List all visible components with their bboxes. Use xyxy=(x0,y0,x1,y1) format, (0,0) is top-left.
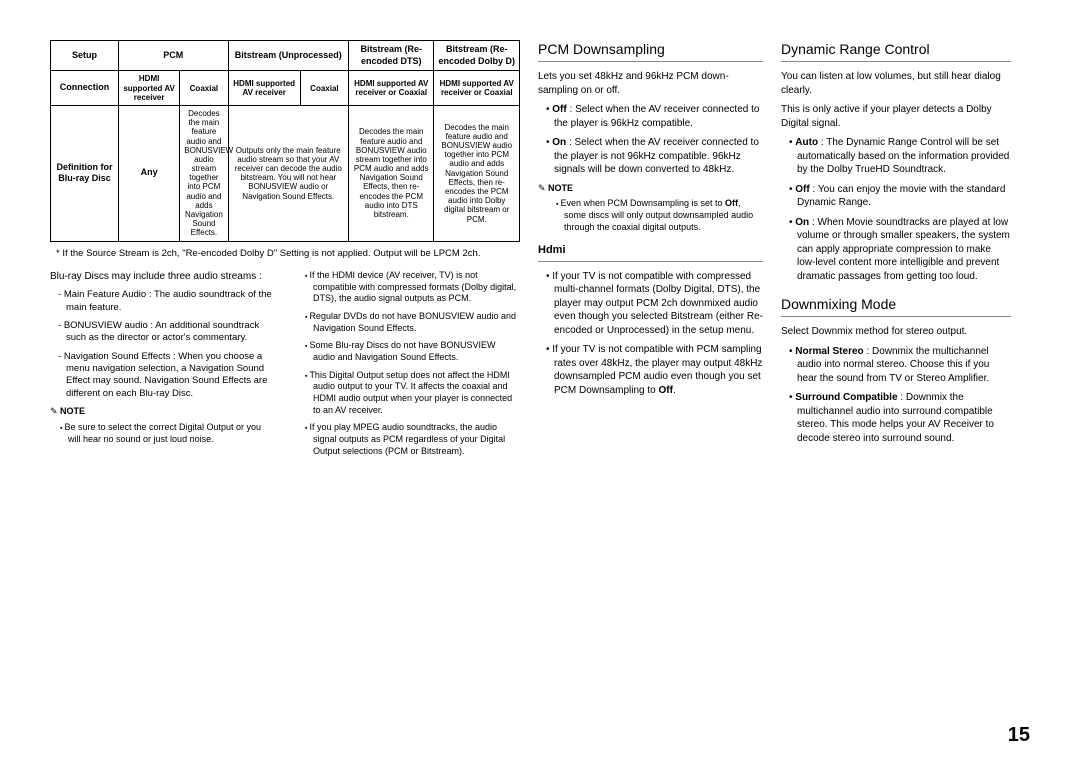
def-d: Decodes the main feature audio and BONUS… xyxy=(434,105,520,241)
list-item: If your TV is not compatible with PCM sa… xyxy=(546,343,763,397)
conn-b: Coaxial xyxy=(180,71,228,106)
list-item: Be sure to select the correct Digital Ou… xyxy=(60,422,275,445)
note-label: NOTE xyxy=(50,406,275,418)
th-bit-unproc: Bitstream (Unprocessed) xyxy=(228,41,349,71)
divider xyxy=(781,61,1011,62)
def-a: Decodes the main feature audio and BONUS… xyxy=(180,105,228,241)
list-item: If you play MPEG audio soundtracks, the … xyxy=(305,422,520,457)
divider xyxy=(538,61,763,62)
left-column: Setup PCM Bitstream (Unprocessed) Bitstr… xyxy=(50,40,520,464)
list-item: If the HDMI device (AV receiver, TV) is … xyxy=(305,270,520,305)
def-any: Any xyxy=(118,105,179,241)
conn-c: HDMI supported AV receiver xyxy=(228,71,300,106)
list-item: Normal Stereo : Downmix the multichannel… xyxy=(789,345,1011,386)
streams-intro: Blu-ray Discs may include three audio st… xyxy=(50,270,275,284)
list-item: Regular DVDs do not have BONUSVIEW audio… xyxy=(305,311,520,334)
right-column: Dynamic Range Control You can listen at … xyxy=(781,40,1011,464)
page-number: 15 xyxy=(1008,722,1030,748)
th-setup: Setup xyxy=(51,41,119,71)
list-item: On : When Movie soundtracks are played a… xyxy=(789,216,1011,284)
downmix-list: Normal Stereo : Downmix the multichannel… xyxy=(781,345,1011,446)
list-item: Even when PCM Downsampling is set to Off… xyxy=(556,198,763,233)
th-pcm: PCM xyxy=(118,41,228,71)
right-notes-list: If the HDMI device (AV receiver, TV) is … xyxy=(295,270,520,458)
left-bottom-left: Blu-ray Discs may include three audio st… xyxy=(50,270,275,464)
conn-f: HDMI supported AV receiver or Coaxial xyxy=(434,71,520,106)
table-footnote: * If the Source Stream is 2ch, "Re-encod… xyxy=(56,248,520,260)
drc-p1: You can listen at low volumes, but still… xyxy=(781,70,1011,97)
conn-e: HDMI supported AV receiver or Coaxial xyxy=(349,71,434,106)
conn-d: Coaxial xyxy=(300,71,348,106)
list-item: Auto : The Dynamic Range Control will be… xyxy=(789,136,1011,177)
def-b: Outputs only the main feature audio stre… xyxy=(228,105,349,241)
list-item: Navigation Sound Effects : When you choo… xyxy=(58,351,275,400)
hdmi-heading: Hdmi xyxy=(538,243,763,257)
drc-p2: This is only active if your player detec… xyxy=(781,103,1011,130)
th-bit-dts: Bitstream (Re-encoded DTS) xyxy=(349,41,434,71)
pcm-down-note-list: Even when PCM Downsampling is set to Off… xyxy=(538,198,763,233)
divider xyxy=(538,261,763,262)
list-item: If your TV is not compatible with compre… xyxy=(546,270,763,338)
th-definition: Definition for Blu-ray Disc xyxy=(51,105,119,241)
list-item: On : Select when the AV receiver connect… xyxy=(546,136,763,177)
hdmi-list: If your TV is not compatible with compre… xyxy=(538,270,763,398)
list-item: This Digital Output setup does not affec… xyxy=(305,370,520,417)
pcm-down-heading: PCM Downsampling xyxy=(538,40,763,58)
drc-heading: Dynamic Range Control xyxy=(781,40,1011,58)
page-content: Setup PCM Bitstream (Unprocessed) Bitstr… xyxy=(50,40,1030,464)
middle-column: PCM Downsampling Lets you set 48kHz and … xyxy=(538,40,763,464)
list-item: Main Feature Audio : The audio soundtrac… xyxy=(58,289,275,314)
conn-a: HDMI supported AV receiver xyxy=(118,71,179,106)
def-c: Decodes the main feature audio and BONUS… xyxy=(349,105,434,241)
pcm-down-intro: Lets you set 48kHz and 96kHz PCM down-sa… xyxy=(538,70,763,97)
downmix-intro: Select Downmix method for stereo output. xyxy=(781,325,1011,339)
th-bit-dolby: Bitstream (Re-encoded Dolby D) xyxy=(434,41,520,71)
th-connection: Connection xyxy=(51,71,119,106)
digital-output-table: Setup PCM Bitstream (Unprocessed) Bitstr… xyxy=(50,40,520,242)
pcm-down-list: Off : Select when the AV receiver connec… xyxy=(538,103,763,177)
list-item: Some Blu-ray Discs do not have BONUSVIEW… xyxy=(305,340,520,363)
note-label: NOTE xyxy=(538,183,763,195)
drc-list: Auto : The Dynamic Range Control will be… xyxy=(781,136,1011,283)
streams-list: Main Feature Audio : The audio soundtrac… xyxy=(50,289,275,400)
list-item: Off : You can enjoy the movie with the s… xyxy=(789,183,1011,210)
note-list: Be sure to select the correct Digital Ou… xyxy=(50,422,275,445)
list-item: Surround Compatible : Downmix the multic… xyxy=(789,391,1011,445)
downmix-heading: Downmixing Mode xyxy=(781,295,1011,313)
left-bottom-columns: Blu-ray Discs may include three audio st… xyxy=(50,270,520,464)
left-bottom-right: If the HDMI device (AV receiver, TV) is … xyxy=(295,270,520,464)
list-item: BONUSVIEW audio : An additional soundtra… xyxy=(58,320,275,345)
divider xyxy=(781,316,1011,317)
list-item: Off : Select when the AV receiver connec… xyxy=(546,103,763,130)
